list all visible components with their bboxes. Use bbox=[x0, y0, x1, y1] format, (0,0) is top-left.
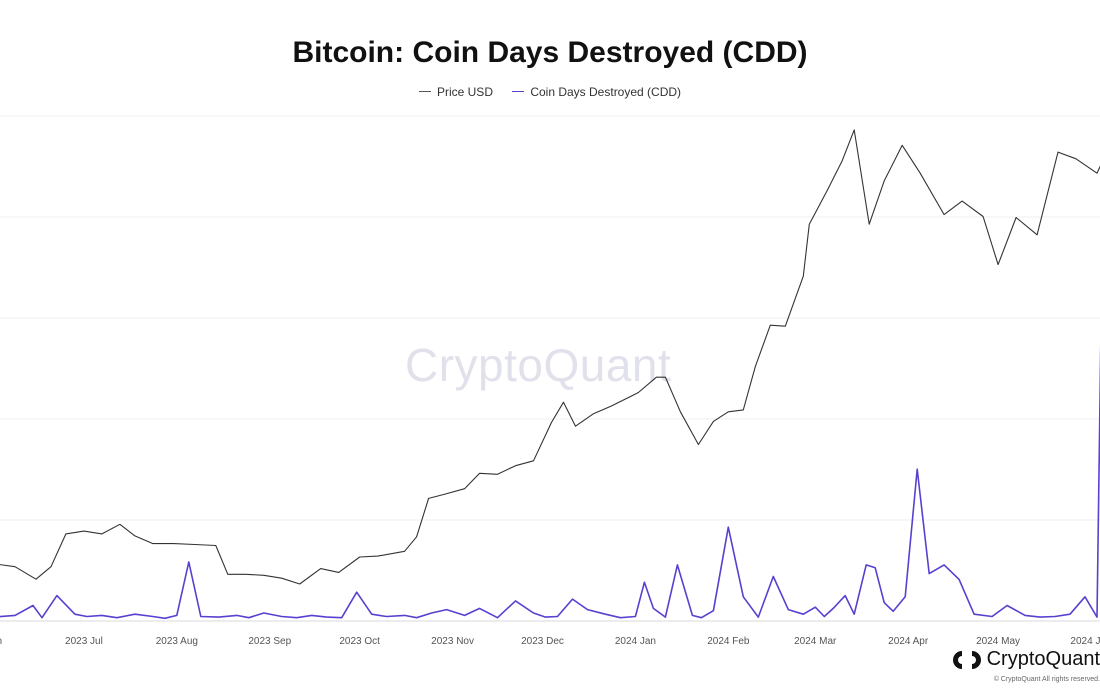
legend-label-price: Price USD bbox=[436, 84, 493, 99]
x-tick-label: 2023 Dec bbox=[521, 636, 564, 647]
chart-legend: Price USD Coin Days Destroyed (CDD) bbox=[0, 81, 1100, 99]
x-tick-label: 2023 Oct bbox=[339, 636, 380, 647]
x-tick-label: 2024 Feb bbox=[707, 636, 750, 647]
x-tick-label: 2024 Mar bbox=[794, 636, 837, 647]
cryptoquant-logo-icon bbox=[952, 650, 981, 669]
brand-name: CryptoQuant bbox=[986, 648, 1100, 670]
legend-swatch-cdd bbox=[512, 91, 525, 92]
x-tick-label: 2024 May bbox=[976, 636, 1020, 647]
legend-swatch-price bbox=[418, 91, 431, 92]
copyright-text: © CryptoQuant All rights reserved. bbox=[993, 676, 1100, 683]
x-tick-label: 2024 Jun bbox=[1070, 636, 1100, 647]
x-tick-label: 2024 Apr bbox=[888, 636, 929, 647]
price-usd-line bbox=[0, 129, 1100, 585]
brand-logo: CryptoQuant bbox=[952, 648, 1100, 671]
x-tick-label: 2024 Jan bbox=[615, 636, 656, 647]
legend-item-price[interactable]: Price USD bbox=[418, 84, 493, 99]
chart-title: Bitcoin: Coin Days Destroyed (CDD) bbox=[292, 36, 808, 69]
legend-item-cdd[interactable]: Coin Days Destroyed (CDD) bbox=[512, 85, 681, 99]
x-tick-label: Jun bbox=[0, 636, 2, 647]
x-tick-label: 2023 Aug bbox=[156, 636, 198, 647]
watermark: CryptoQuant bbox=[405, 339, 672, 391]
x-tick-label: 2023 Jul bbox=[65, 636, 103, 647]
x-tick-label: 2023 Nov bbox=[431, 636, 474, 647]
legend-label-cdd: Coin Days Destroyed (CDD) bbox=[530, 84, 682, 99]
cdd-line bbox=[0, 343, 1100, 620]
x-tick-label: 2023 Sep bbox=[248, 636, 291, 647]
